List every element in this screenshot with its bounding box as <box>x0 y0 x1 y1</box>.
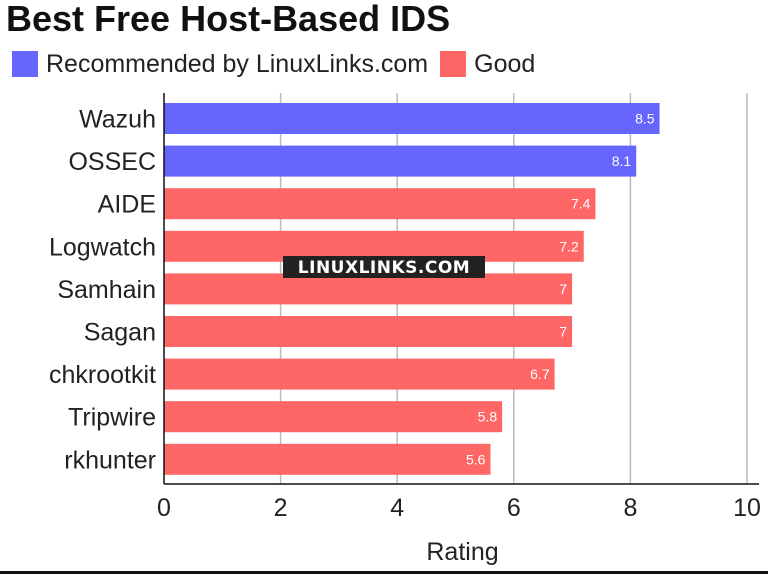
legend-swatch-recommended <box>12 51 38 77</box>
legend-item-recommended: Recommended by LinuxLinks.com <box>12 50 428 79</box>
bar-value-label: 6.7 <box>530 366 550 382</box>
watermark-text: LINUXLINKS.COM <box>298 258 470 278</box>
category-label: chkrootkit <box>49 361 156 389</box>
bar-value-label: 7 <box>559 324 567 340</box>
bar <box>164 145 637 177</box>
bar <box>164 443 491 475</box>
legend-item-good: Good <box>440 50 535 79</box>
bar <box>164 316 573 347</box>
bar-value-label: 8.5 <box>635 111 655 127</box>
bar-value-label: 7.4 <box>571 196 591 212</box>
x-tick-label: 10 <box>733 494 761 522</box>
bar-value-label: 7 <box>559 281 567 297</box>
legend-label-recommended: Recommended by LinuxLinks.com <box>46 49 429 78</box>
bar-value-label: 5.8 <box>478 409 498 425</box>
bar <box>164 401 503 433</box>
bar-value-label: 8.1 <box>612 153 632 169</box>
x-axis-label: Rating <box>426 538 498 566</box>
category-label: rkhunter <box>64 446 156 474</box>
bar <box>164 358 555 390</box>
x-tick-label: 0 <box>157 494 171 522</box>
x-tick-label: 2 <box>274 494 288 522</box>
category-label: OSSEC <box>68 148 156 176</box>
chart-legend: Recommended by LinuxLinks.com Good <box>12 49 547 79</box>
category-label: Tripwire <box>68 404 156 432</box>
category-label: Samhain <box>57 276 156 304</box>
x-tick-label: 8 <box>623 494 637 522</box>
x-tick-label: 6 <box>507 494 521 522</box>
watermark-background <box>283 256 485 278</box>
legend-swatch-good <box>440 51 467 77</box>
category-label: Logwatch <box>49 233 156 261</box>
chart-title: Best Free Host-Based IDS <box>6 0 451 39</box>
x-tick-label: 4 <box>390 494 404 522</box>
bar <box>164 103 660 134</box>
category-label: AIDE <box>98 191 156 219</box>
bar <box>164 273 573 305</box>
bar-value-label: 5.6 <box>466 451 486 467</box>
category-label: Sagan <box>84 319 156 347</box>
legend-label-good: Good <box>474 49 536 78</box>
bar-value-label: 7.2 <box>559 238 579 254</box>
bottom-border <box>0 571 768 574</box>
bar <box>164 188 596 220</box>
category-label: Wazuh <box>79 106 156 134</box>
